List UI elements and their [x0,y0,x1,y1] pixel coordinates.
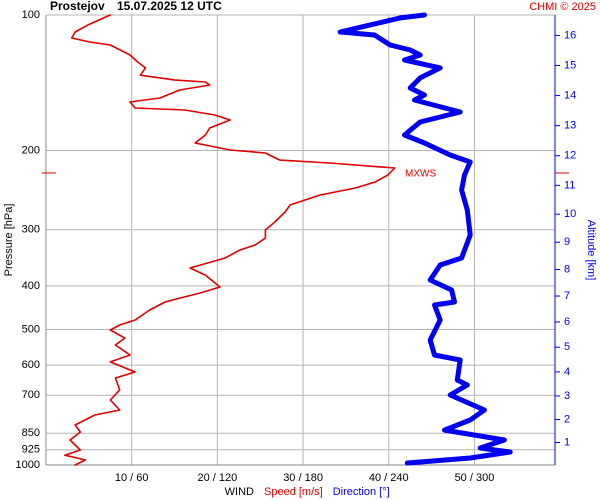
y2-tick-label: 1 [564,436,570,448]
y2-axis-label: Altitude [km] [585,220,597,281]
x-tick-label: 10 / 60 [115,472,149,484]
y2-tick-label: 11 [564,179,575,191]
y2-tick-label: 2 [564,413,570,425]
y2-tick-label: 14 [564,89,576,101]
y2-tick-label: 3 [564,390,570,402]
x-tick-label: 40 / 240 [369,472,409,484]
y2-tick-label: 5 [564,341,570,353]
y2-tick-label: 13 [564,120,576,132]
x-tick-label: 30 / 180 [283,472,323,484]
y-tick-label: 300 [22,224,40,236]
y-tick-label: 925 [22,444,40,456]
y2-tick-label: 12 [564,150,576,162]
x-tick-label: 20 / 120 [197,472,237,484]
y2-tick-label: 7 [564,290,570,302]
y2-tick-label: 8 [564,263,570,275]
legend-entry: Speed [m/s] [264,486,323,498]
y-tick-label: 500 [22,323,40,335]
y2-tick-label: 10 [564,208,576,220]
y-tick-label: 400 [22,280,40,292]
legend-entry: Direction [°] [333,486,390,498]
y2-tick-label: 6 [564,316,570,328]
credit: CHMI © 2025 [529,1,596,13]
y-tick-label: 850 [22,427,40,439]
y-tick-label: 700 [22,389,40,401]
y-axis-label: Pressure [hPa] [3,204,15,277]
date: 15.07.2025 12 UTC [117,0,222,13]
y-tick-label: 600 [22,359,40,371]
y2-tick-label: 16 [564,29,576,41]
max-wind-label: MXWS [405,169,436,180]
y-tick-label: 100 [22,9,40,21]
x-tick-label: 50 / 300 [455,472,495,484]
series-line [64,14,396,466]
station: Prostejov [50,0,105,13]
y-tick-label: 1000 [16,459,40,471]
y2-tick-label: 15 [564,59,576,71]
legend-title: WIND [225,486,254,498]
y-tick-label: 200 [22,144,40,156]
y2-tick-label: 4 [564,366,570,378]
y2-tick-label: 9 [564,236,570,248]
series-line [337,12,513,466]
